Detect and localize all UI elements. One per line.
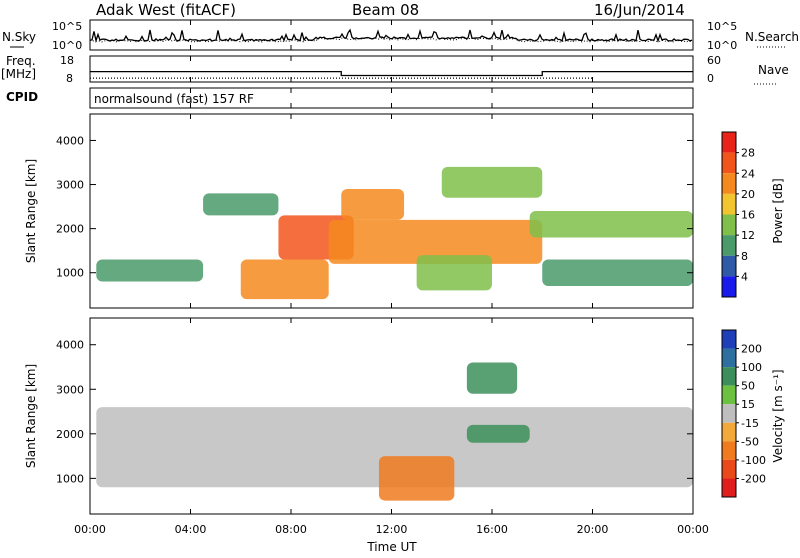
colorbar-label: 16 [741, 209, 755, 222]
velocity-region [378, 456, 455, 501]
colorbar-label: 12 [741, 229, 755, 242]
x-axis-label: Time UT [366, 540, 417, 554]
colorbar-label: 4 [741, 270, 748, 283]
power-region [542, 259, 693, 286]
nsky-tick-high: 10^5 [52, 20, 82, 33]
cpid-label: CPID [6, 90, 38, 104]
colorbar-swatch [722, 214, 736, 236]
colorbar-label: 24 [741, 167, 755, 180]
colorbar-frame [721, 329, 737, 498]
velocity-ylabel: Slant Range [km] [24, 364, 38, 468]
freq-tick-low: 8 [66, 72, 73, 85]
nsky-label: N.Sky [2, 30, 36, 44]
power-y-ticks: 4000 3000 2000 1000 [56, 134, 693, 280]
colorbar-label: 50 [741, 380, 755, 393]
nsearch-label: N.Search [745, 30, 799, 44]
colorbar-swatch [722, 478, 736, 497]
colorbar-label: -50 [741, 435, 759, 448]
y-tick-label: 1000 [56, 472, 84, 485]
power-region [441, 166, 543, 198]
power-region [341, 188, 405, 220]
colorbar-swatch [722, 441, 736, 460]
y-tick-label: 2000 [56, 428, 84, 441]
power-blobs [96, 166, 693, 300]
colorbar-label: 20 [741, 188, 755, 201]
power-ylabel: Slant Range [km] [24, 159, 38, 263]
colorbar-swatch [722, 330, 736, 349]
power-region [203, 193, 279, 216]
x-tick-label: 00:00 [677, 523, 709, 536]
nave-tick-low: 0 [707, 72, 714, 85]
x-tick-label: 04:00 [175, 523, 207, 536]
freq-series-line [90, 70, 693, 77]
velocity-colorbar: 200 100 50 15 -15 -50 -100 -200 [721, 329, 766, 498]
nsky-series-line [89, 28, 693, 44]
power-colorbar: 28 24 20 16 12 8 4 [721, 131, 755, 298]
colorbar-swatch [722, 276, 736, 297]
nave-tick-high: 60 [707, 54, 721, 67]
colorbar-swatch [722, 152, 736, 174]
velocity-panel: 4000 3000 2000 1000 Slant Range [km] [24, 317, 694, 515]
freq-panel: Freq. [MHz] 18 8 60 0 Nave [1, 54, 789, 85]
x-axis: 00:00 04:00 08:00 12:00 16:00 20:00 00:00 [74, 20, 709, 536]
x-tick-label: 12:00 [376, 523, 408, 536]
freq-unit-label: [MHz] [1, 67, 36, 81]
colorbar-swatch [722, 132, 736, 153]
colorbar-swatch [722, 235, 736, 256]
colorbar-label: 200 [741, 343, 762, 356]
y-tick-label: 4000 [56, 339, 84, 352]
y-tick-label: 3000 [56, 383, 84, 396]
velocity-region [466, 424, 530, 443]
velocity-colorbar-title: Velocity [m s⁻¹] [771, 369, 785, 462]
velocity-region [96, 407, 693, 488]
power-region [328, 219, 543, 264]
colorbar-label: 15 [741, 398, 755, 411]
freq-label: Freq. [6, 54, 36, 68]
nsky-panel: N.Sky 10^5 10^0 10^5 10^0 N.Search [2, 19, 799, 52]
beam-title: Beam 08 [352, 1, 419, 19]
velocity-y-ticks: 4000 3000 2000 1000 [56, 339, 693, 485]
colorbar-label: -100 [741, 454, 766, 467]
colorbar-swatch [722, 173, 736, 194]
cpid-text: normalsound (fast) 157 RF [94, 92, 254, 106]
power-region [96, 259, 204, 282]
y-tick-label: 3000 [56, 179, 84, 192]
velocity-blobs [96, 362, 693, 501]
colorbar-swatch [722, 255, 736, 277]
colorbar-swatch [722, 193, 736, 215]
power-region [416, 255, 492, 291]
x-tick-label: 00:00 [74, 523, 106, 536]
colorbar-swatch [722, 385, 736, 405]
velocity-region [466, 362, 518, 394]
colorbar-label: -200 [741, 472, 766, 485]
x-tick-label: 08:00 [275, 523, 307, 536]
colorbar-swatch [722, 404, 736, 423]
cpid-row: CPID normalsound (fast) 157 RF [6, 87, 694, 109]
colorbar-swatch [722, 367, 736, 386]
nsearch-tick-low: 10^0 [707, 39, 737, 52]
power-region [529, 211, 693, 238]
colorbar-swatch [722, 459, 736, 479]
y-tick-label: 4000 [56, 134, 84, 147]
colorbar-label: 8 [741, 250, 748, 263]
colorbar-swatch [722, 422, 736, 442]
colorbar-label: 100 [741, 361, 762, 374]
x-tick-label: 16:00 [476, 523, 508, 536]
power-region [240, 259, 329, 300]
colorbar-label: -15 [741, 417, 759, 430]
nave-label: Nave [758, 63, 789, 77]
x-tick-label: 20:00 [577, 523, 609, 536]
colorbar-label: 28 [741, 147, 755, 160]
power-colorbar-title: Power [dB] [771, 178, 785, 243]
nsky-tick-low: 10^0 [52, 39, 82, 52]
date-title: 16/Jun/2014 [594, 1, 685, 19]
station-title: Adak West (fitACF) [96, 1, 236, 19]
colorbar-swatch [722, 348, 736, 368]
y-tick-label: 2000 [56, 223, 84, 236]
nsearch-tick-high: 10^5 [707, 20, 737, 33]
freq-tick-high: 18 [60, 54, 74, 67]
power-panel: 4000 3000 2000 1000 Slant Range [km] [24, 113, 694, 309]
y-tick-label: 1000 [56, 267, 84, 280]
